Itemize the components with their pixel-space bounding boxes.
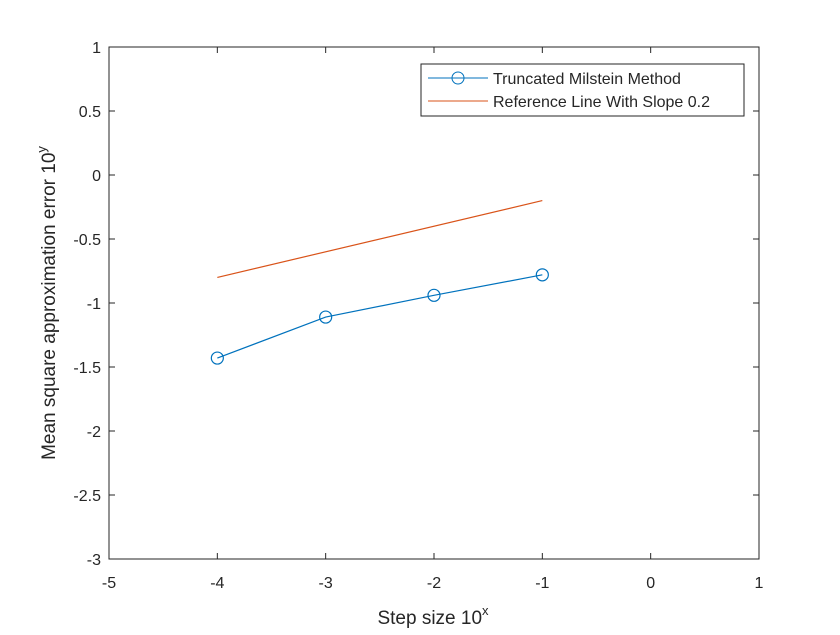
legend-entry-reference-line: Reference Line With Slope 0.2: [428, 94, 710, 111]
y-axis-label: Mean square approximation error 10y: [34, 146, 60, 460]
y-tick-label: -0.5: [73, 232, 101, 249]
x-tick-label: -4: [210, 575, 224, 592]
y-tick-label: -1.5: [73, 360, 101, 377]
legend: Truncated Milstein Method Reference Line…: [420, 63, 745, 117]
legend-label-reference-line: Reference Line With Slope 0.2: [493, 94, 710, 111]
data-point-marker: [319, 310, 333, 324]
series-layer: [210, 200, 549, 365]
legend-box: [420, 63, 745, 117]
x-tick-label: -2: [427, 575, 441, 592]
x-axis-ticks: -5 -4 -3 -2 -1 0 1: [102, 47, 764, 592]
data-point-marker: [210, 351, 224, 365]
series-line-1: [217, 200, 543, 278]
plot-area-border: [108, 46, 760, 560]
legend-label-truncated-milstein: Truncated Milstein Method: [493, 71, 681, 88]
y-tick-label: -3: [87, 552, 101, 569]
axes-frame: [108, 46, 760, 560]
y-axis-label-superscript: y: [34, 146, 49, 153]
x-axis-label-superscript: x: [482, 603, 489, 618]
x-tick-label: 1: [755, 575, 764, 592]
y-axis-ticks: -3 -2.5 -2 -1.5 -1 -0.5 0 0.5 1: [73, 40, 759, 569]
y-tick-label: -2: [87, 424, 101, 441]
x-tick-label: -3: [319, 575, 333, 592]
data-point-marker: [535, 268, 549, 282]
data-point-marker: [427, 288, 441, 302]
y-tick-label: 0.5: [79, 104, 101, 121]
y-tick-label: -2.5: [73, 488, 101, 505]
series-line-0: [217, 274, 543, 359]
x-tick-label: 0: [646, 575, 655, 592]
x-axis-label: Step size 10x: [377, 603, 489, 629]
y-tick-label: 1: [92, 40, 101, 57]
y-tick-label: -1: [87, 296, 101, 313]
legend-entry-truncated-milstein: Truncated Milstein Method: [428, 71, 681, 88]
x-tick-label: -1: [535, 575, 549, 592]
legend-marker-circle: [451, 71, 465, 85]
y-tick-label: 0: [92, 168, 101, 185]
x-tick-label: -5: [102, 575, 116, 592]
